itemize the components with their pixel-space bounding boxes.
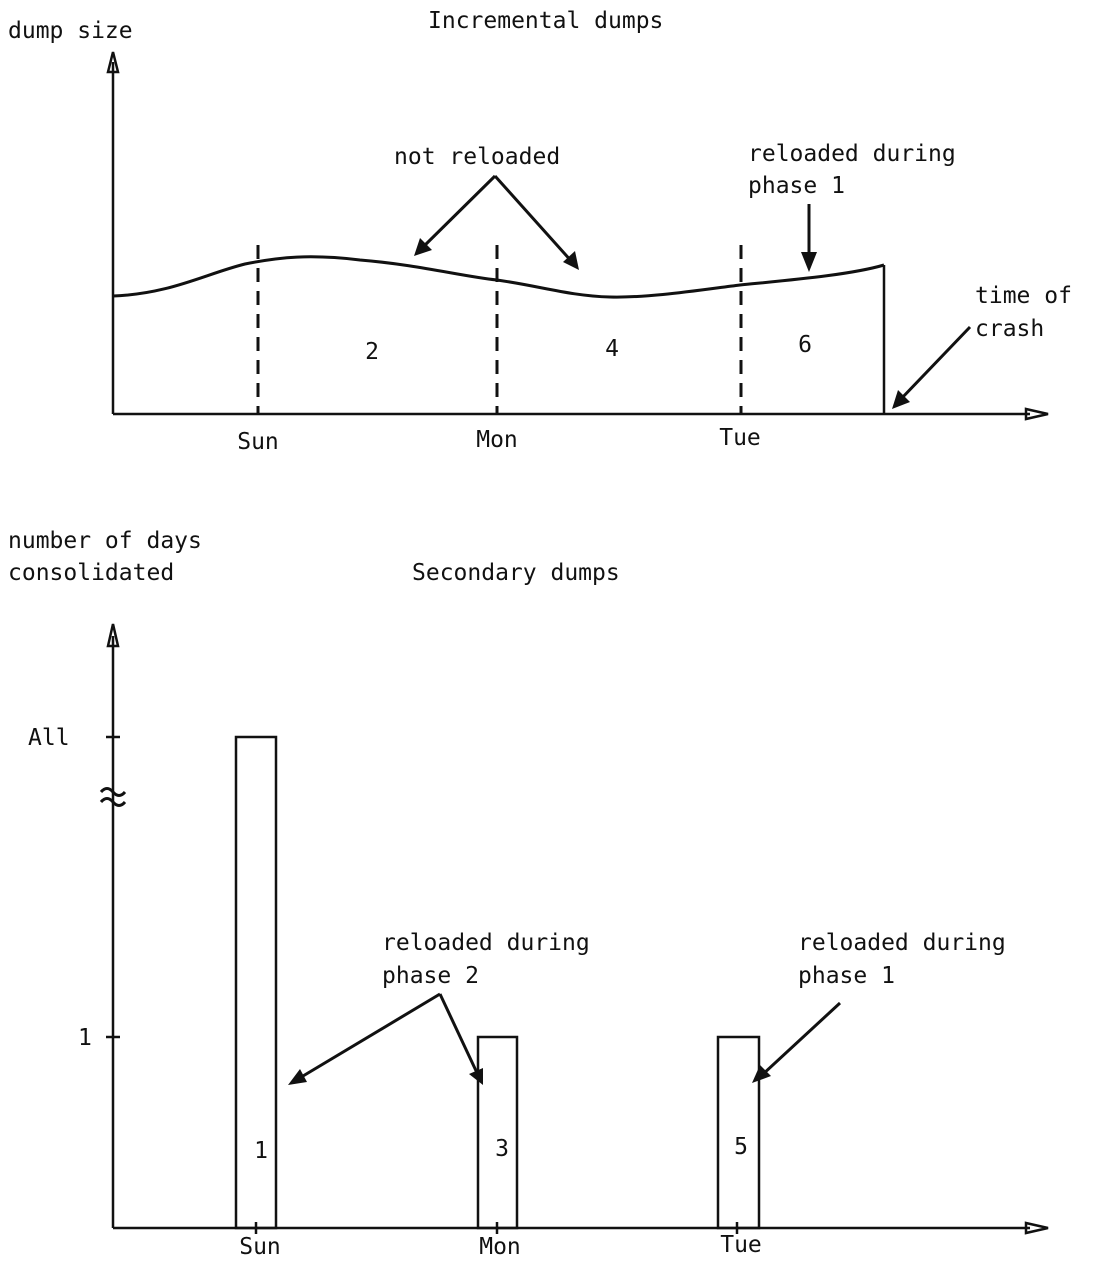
reloaded-phase2-arrows xyxy=(288,992,483,1085)
bar-tue-label: 5 xyxy=(734,1134,748,1160)
segment-label-4: 4 xyxy=(605,336,619,362)
top-chart-title: Incremental dumps xyxy=(428,8,663,34)
bar-mon xyxy=(476,1035,519,1230)
top-y-axis-label: dump size xyxy=(8,18,133,44)
top-x-tick-sun: Sun xyxy=(237,429,279,455)
not-reloaded-label: not reloaded xyxy=(394,144,560,170)
top-x-tick-mon: Mon xyxy=(476,427,518,453)
reloaded-phase2-line1: reloaded during xyxy=(382,930,590,956)
bar-sun-label: 1 xyxy=(254,1138,268,1164)
bottom-y-axis-arrowhead xyxy=(106,623,120,648)
top-y-axis-arrowhead xyxy=(106,51,120,74)
bottom-reloaded-phase1-line1: reloaded during xyxy=(798,930,1006,956)
top-x-axis-arrowhead xyxy=(1024,407,1049,421)
bottom-reloaded-phase1-line2: phase 1 xyxy=(798,963,895,989)
time-of-crash-arrow xyxy=(892,325,972,409)
top-reloaded-phase1-line2: phase 1 xyxy=(748,173,845,199)
incremental-dumps-chart: Incremental dumps dump size Sun Mon Tue … xyxy=(8,8,1072,455)
segment-label-2: 2 xyxy=(365,339,379,365)
bottom-y-axis-label-line1: number of days xyxy=(8,528,202,554)
bottom-x-axis-arrowhead xyxy=(1024,1221,1049,1235)
bottom-reloaded-phase1-arrow xyxy=(752,1001,842,1083)
reloaded-phase2-line2: phase 2 xyxy=(382,963,479,989)
time-of-crash-line1: time of xyxy=(975,283,1072,309)
secondary-dumps-chart: number of days consolidated Secondary du… xyxy=(8,528,1049,1260)
top-reloaded-phase1-arrow xyxy=(801,204,817,272)
segment-label-6: 6 xyxy=(798,332,812,358)
y-tick-all-label: All xyxy=(28,725,70,751)
bar-mon-label: 3 xyxy=(495,1136,509,1162)
bottom-x-tick-tue: Tue xyxy=(720,1232,762,1258)
axis-break-mark xyxy=(99,787,127,807)
bottom-y-axis-label-line2: consolidated xyxy=(8,560,174,586)
top-x-tick-tue: Tue xyxy=(719,425,761,451)
bottom-x-tick-sun: Sun xyxy=(239,1234,281,1260)
bottom-x-tick-mon: Mon xyxy=(479,1234,521,1260)
bottom-chart-title: Secondary dumps xyxy=(412,560,620,586)
y-tick-1-label: 1 xyxy=(78,1025,92,1051)
top-reloaded-phase1-line1: reloaded during xyxy=(748,141,956,167)
bar-tue xyxy=(716,1035,761,1230)
time-of-crash-line2: crash xyxy=(975,316,1044,342)
not-reloaded-arrows xyxy=(414,174,579,270)
